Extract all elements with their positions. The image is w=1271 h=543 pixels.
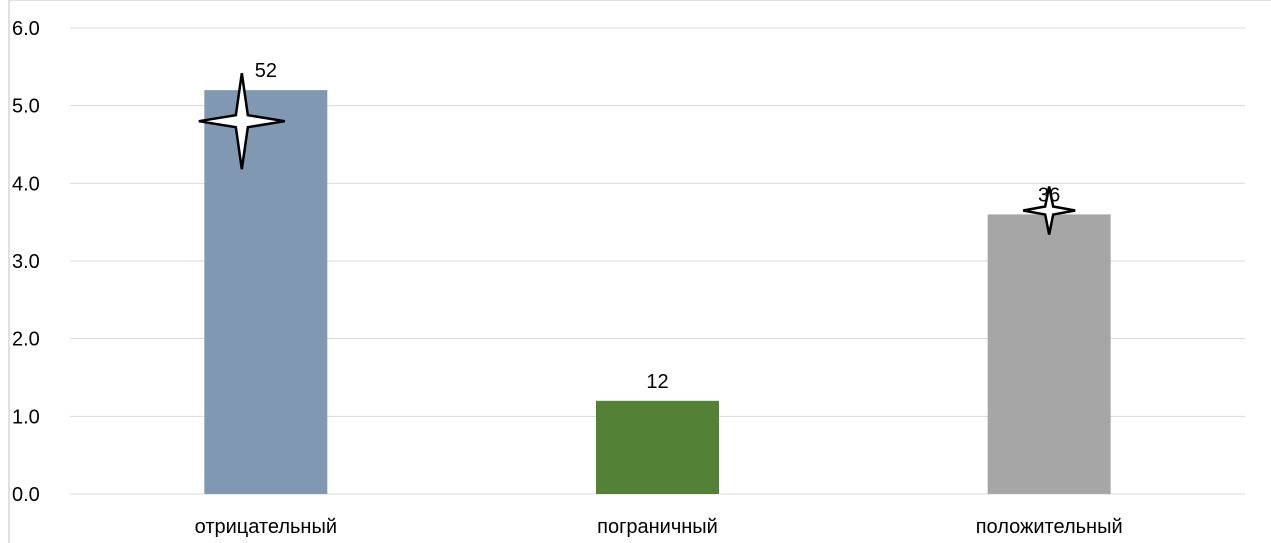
y-tick-label: 5.0 <box>12 96 40 118</box>
star-marker-icon <box>1022 186 1076 235</box>
bar <box>596 400 719 494</box>
data-label: 36 <box>1038 184 1060 206</box>
category-label: отрицательный <box>195 516 337 538</box>
y-tick-label: 2.0 <box>12 329 40 351</box>
bar <box>204 90 328 494</box>
y-tick-label: 3.0 <box>12 251 40 273</box>
data-label: 12 <box>646 371 668 393</box>
y-tick-label: 0.0 <box>12 484 40 506</box>
y-tick-label: 4.0 <box>12 173 40 195</box>
y-tick-label: 1.0 <box>12 406 40 428</box>
bars <box>204 90 1111 494</box>
data-label: 52 <box>255 60 277 82</box>
category-label: положительный <box>976 516 1123 538</box>
category-label: пограничный <box>597 516 718 538</box>
star-markers <box>198 73 1076 235</box>
bar <box>987 214 1111 494</box>
y-tick-label: 6.0 <box>12 18 40 40</box>
data-labels: 52 12 36 <box>255 60 1061 393</box>
x-axis-category-labels: отрицательный пограничный положительный <box>195 516 1123 538</box>
star-marker-icon <box>198 73 286 170</box>
y-axis-ticks: 0.0 1.0 2.0 3.0 4.0 5.0 6.0 <box>12 18 40 506</box>
